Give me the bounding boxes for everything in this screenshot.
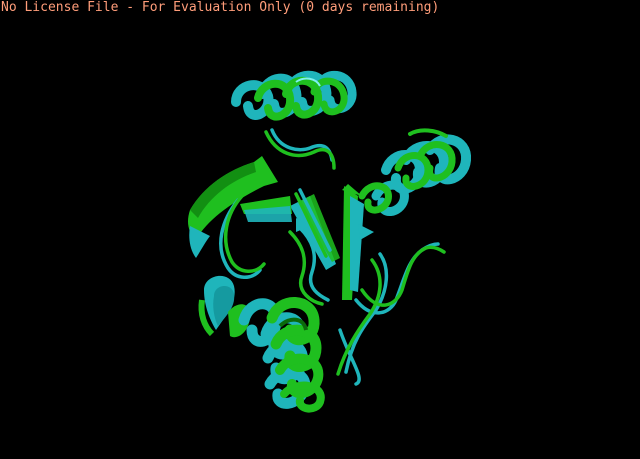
left-strand [188,156,278,258]
left-strand-green [188,156,278,240]
left-strand-cyan-edge [189,226,210,258]
coil-loops [219,128,446,386]
top-helix-highlight [295,77,321,87]
top-helix-green [254,76,348,121]
coil-loops-green [223,130,446,376]
bottom-helix-shadow [278,317,308,331]
bottom-helix-green [266,297,325,413]
lower-left-helix [198,275,251,338]
right-helix-green [358,128,456,214]
bottom-helix [238,297,325,413]
license-warning-text: No License File - For Evaluation Only (0… [1,0,440,15]
top-helix [231,70,357,121]
right-helix [358,128,471,216]
left-strand-green-shade [190,162,256,218]
